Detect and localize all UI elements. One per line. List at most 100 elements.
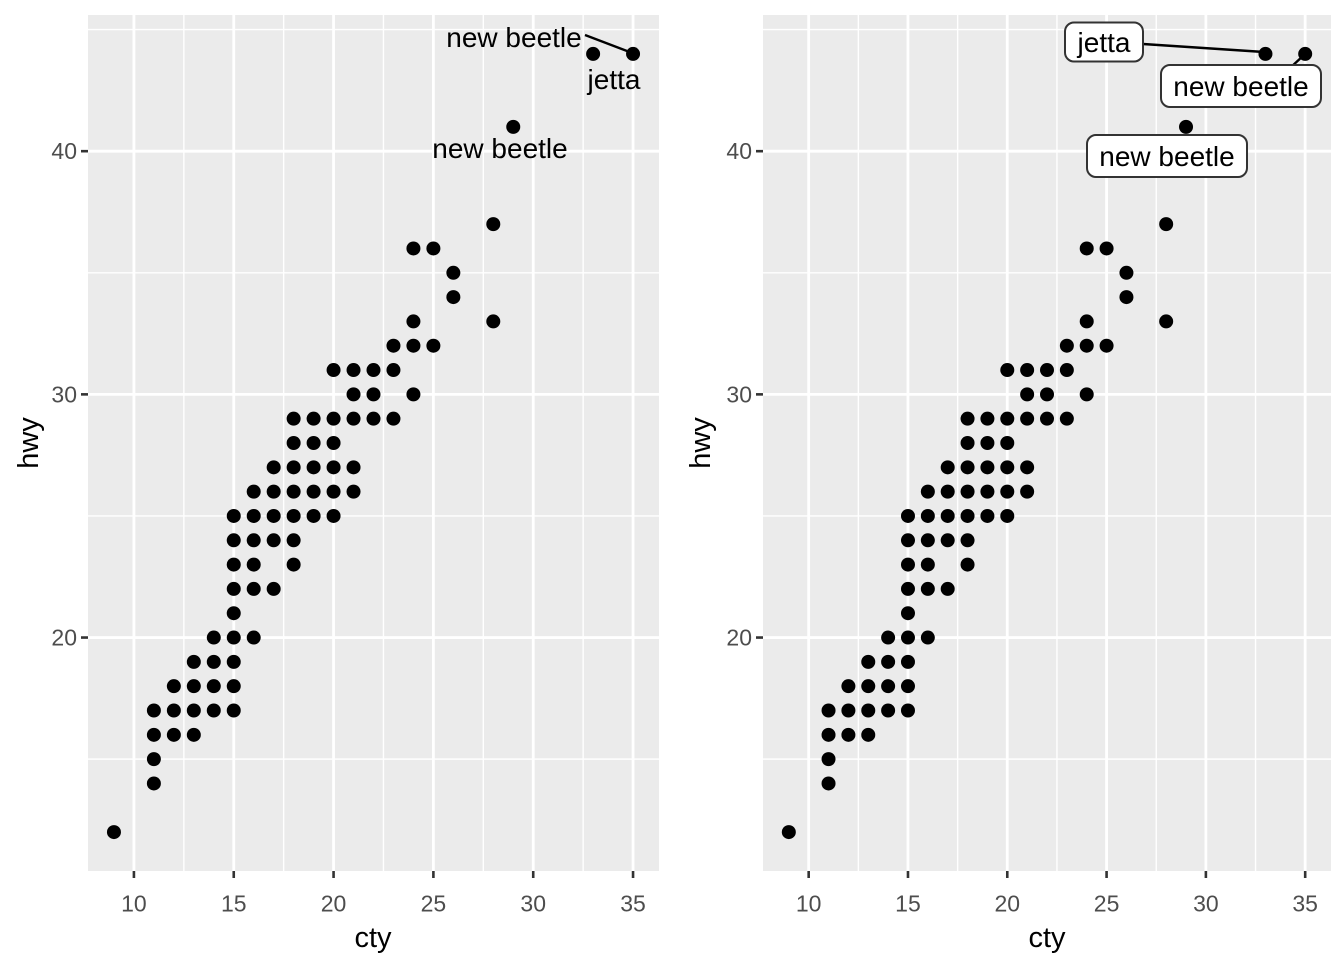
data-point: [246, 581, 261, 596]
data-point: [900, 654, 915, 669]
data-point: [1099, 338, 1114, 353]
data-point: [286, 436, 301, 450]
data-point: [586, 46, 601, 61]
x-tick-label: 10: [121, 891, 147, 917]
data-point: [1000, 363, 1015, 378]
panel-background: [88, 15, 659, 871]
data-point: [881, 654, 896, 669]
annotation-text: new beetle: [446, 22, 581, 53]
data-point: [206, 654, 221, 669]
data-point: [246, 533, 261, 548]
data-point: [166, 703, 181, 718]
data-point: [1179, 119, 1194, 134]
data-point: [186, 679, 201, 694]
data-point: [206, 630, 221, 645]
x-tick-label: 25: [1094, 891, 1120, 917]
data-point: [306, 436, 321, 450]
data-point: [861, 654, 876, 669]
data-point: [920, 581, 935, 596]
panel-right: 10 15 20 25 30 35 20 30 40 jetta new beetle new bee…: [726, 15, 1331, 917]
data-point: [881, 703, 896, 718]
x-tick-label: 20: [994, 891, 1020, 917]
data-point: [881, 679, 896, 694]
data-point: [920, 508, 935, 523]
data-point: [900, 606, 915, 621]
data-point: [266, 460, 281, 475]
data-point: [106, 825, 121, 840]
data-point: [226, 508, 241, 523]
x-tick-label: 15: [221, 891, 247, 917]
data-point: [186, 727, 201, 742]
data-point: [446, 290, 461, 305]
x-tick-label: 15: [895, 891, 921, 917]
data-point: [940, 581, 955, 596]
x-axis-title-right: cty: [1028, 922, 1066, 954]
annotation-label-box: [1086, 134, 1248, 178]
data-point: [960, 411, 975, 426]
data-point: [166, 679, 181, 694]
data-point: [861, 727, 876, 742]
y-axis-title-right: hwy: [685, 417, 717, 469]
data-point: [306, 508, 321, 523]
data-point: [1099, 241, 1114, 256]
data-point: [940, 484, 955, 499]
data-point: [821, 703, 836, 718]
data-point: [246, 508, 261, 523]
data-point: [1020, 484, 1035, 499]
y-tick-label: 40: [726, 138, 752, 164]
data-point: [821, 727, 836, 742]
data-point: [326, 411, 341, 426]
data-point: [980, 508, 995, 523]
annotation-segment: [584, 33, 628, 53]
data-point: [821, 752, 836, 767]
data-point: [346, 460, 361, 475]
data-point: [346, 363, 361, 378]
data-point: [900, 508, 915, 523]
data-point: [920, 557, 935, 572]
x-tick-label: 35: [620, 891, 646, 917]
data-point: [226, 533, 241, 548]
data-point: [940, 460, 955, 475]
data-point: [900, 679, 915, 694]
data-point: [406, 387, 421, 402]
data-point: [626, 46, 641, 61]
annotation-text: jetta: [587, 64, 641, 95]
data-point: [1000, 411, 1015, 426]
data-point: [1000, 436, 1015, 450]
data-point: [166, 727, 181, 742]
data-point: [406, 314, 421, 329]
data-point: [960, 508, 975, 523]
data-point: [226, 703, 241, 718]
data-point: [881, 630, 896, 645]
y-tick-label: 20: [51, 625, 77, 651]
data-point: [900, 581, 915, 596]
data-point: [821, 776, 836, 791]
data-point: [960, 436, 975, 450]
data-point: [1119, 265, 1134, 280]
x-tick-label: 20: [321, 891, 347, 917]
y-tick-label: 20: [726, 625, 752, 651]
data-point: [1159, 217, 1174, 232]
data-point: [326, 363, 341, 378]
data-point: [1159, 314, 1174, 329]
data-point: [226, 630, 241, 645]
data-point: [1059, 411, 1074, 426]
x-tick-label: 10: [796, 891, 822, 917]
data-point: [940, 508, 955, 523]
annotation-label-text: new beetle: [1173, 71, 1308, 102]
data-point: [1079, 314, 1094, 329]
data-point: [426, 241, 441, 256]
data-point: [1059, 363, 1074, 378]
data-point: [861, 703, 876, 718]
data-point: [346, 484, 361, 499]
data-point: [1079, 241, 1094, 256]
data-point: [1020, 387, 1035, 402]
data-point: [266, 533, 281, 548]
data-point: [1000, 484, 1015, 499]
data-point: [920, 533, 935, 548]
data-point: [146, 776, 161, 791]
data-point: [960, 484, 975, 499]
data-point: [900, 630, 915, 645]
